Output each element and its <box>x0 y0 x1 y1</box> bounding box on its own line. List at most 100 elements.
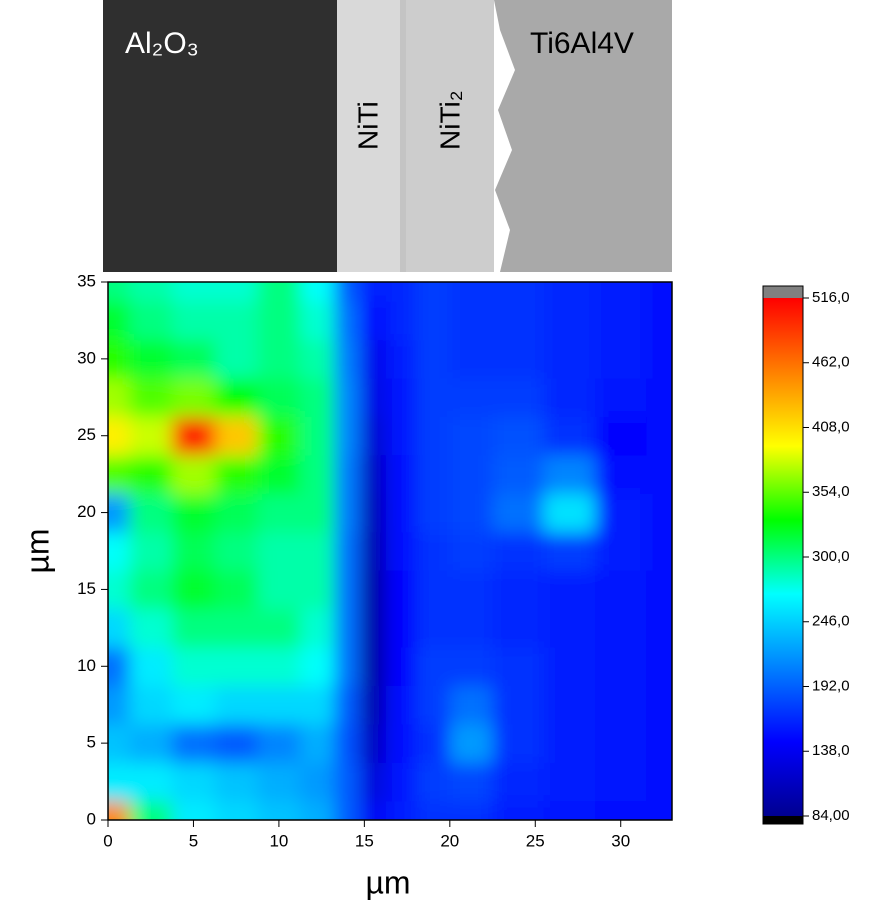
contour-cell <box>385 647 417 686</box>
contour-cell <box>257 454 301 494</box>
contour-cell <box>646 608 672 648</box>
contour-cell <box>543 608 596 648</box>
colorbar-under <box>763 816 803 824</box>
contour-cell <box>543 685 596 725</box>
contour-cell <box>492 378 545 417</box>
contour-cell <box>334 800 361 820</box>
contour-cell <box>360 800 387 820</box>
contour-cell <box>415 723 451 763</box>
contour-cell <box>360 416 387 456</box>
colorbar-tick-label: 516,0 <box>812 289 850 306</box>
contour-cell <box>214 339 259 379</box>
contour-cell <box>595 762 647 802</box>
contour-cell <box>334 282 361 302</box>
contour-cell <box>257 647 301 686</box>
contour-cell <box>214 378 259 417</box>
contour-cell <box>334 531 361 571</box>
contour-cell <box>543 570 596 610</box>
contour-cell <box>415 493 451 533</box>
colorbar-tick-label: 84,00 <box>812 807 850 824</box>
contour-cell <box>214 800 259 820</box>
contour-cell <box>334 378 361 417</box>
contour-cell <box>449 762 494 802</box>
contour-cell <box>214 762 259 802</box>
contour-cell <box>300 416 335 456</box>
contour-cell <box>385 454 417 494</box>
contour-cell <box>543 339 596 379</box>
contour-cell <box>492 762 545 802</box>
contour-cell <box>129 647 173 686</box>
contour-cell <box>543 301 596 341</box>
contour-cell <box>646 685 672 725</box>
contour-cell <box>646 531 672 571</box>
contour-cell <box>172 570 216 610</box>
contour-cell <box>257 531 301 571</box>
contour-cell <box>108 608 130 648</box>
x-tick-label: 25 <box>526 831 545 850</box>
contour-cell <box>492 608 545 648</box>
contour-cell <box>334 454 361 494</box>
x-tick-label: 5 <box>189 831 198 850</box>
x-tick-label: 10 <box>269 831 288 850</box>
colorbar-tick-label: 462,0 <box>812 354 850 371</box>
contour-cell <box>595 339 647 379</box>
x-tick-label: 0 <box>103 831 112 850</box>
contour-cell <box>492 647 545 686</box>
contour-cell <box>108 454 130 494</box>
contour-cell <box>449 339 494 379</box>
y-tick-label: 25 <box>77 425 96 444</box>
contour-cell <box>214 301 259 341</box>
contour-cell <box>334 723 361 763</box>
contour-cell <box>129 454 173 494</box>
x-tick-label: 30 <box>611 831 630 850</box>
contour-cell <box>300 800 335 820</box>
contour-cell <box>646 378 672 417</box>
contour-cell <box>492 454 545 494</box>
contour-cell <box>543 282 596 302</box>
contour-cell <box>334 493 361 533</box>
contour-cell <box>108 493 130 533</box>
contour-cell <box>385 685 417 725</box>
contour-cell <box>172 723 216 763</box>
contour-cell <box>492 282 545 302</box>
contour-cell <box>129 723 173 763</box>
contour-cell <box>172 282 216 302</box>
contour-cell <box>214 531 259 571</box>
contour-cell <box>108 282 130 302</box>
contour-cell <box>543 647 596 686</box>
contour-cell <box>595 570 647 610</box>
contour-cell <box>449 685 494 725</box>
contour-cell <box>108 647 130 686</box>
contour-cell <box>360 647 387 686</box>
contour-cell <box>646 339 672 379</box>
y-tick-label: 5 <box>87 733 96 752</box>
contour-cell <box>646 570 672 610</box>
contour-cell <box>449 378 494 417</box>
image-label: Ti6Al4V <box>530 27 634 60</box>
contour-cell <box>646 301 672 341</box>
contour-cell <box>492 339 545 379</box>
contour-cell <box>129 378 173 417</box>
contour-cell <box>415 531 451 571</box>
contour-cell <box>172 454 216 494</box>
contour-cell <box>543 378 596 417</box>
colorbar-tick-label: 192,0 <box>812 677 850 694</box>
contour-cell <box>172 416 216 456</box>
contour-cell <box>415 454 451 494</box>
contour-cell <box>300 454 335 494</box>
contour-cell <box>257 493 301 533</box>
contour-cell <box>214 723 259 763</box>
contour-cell <box>334 685 361 725</box>
contour-cell <box>300 493 335 533</box>
contour-cell <box>108 301 130 341</box>
contour-cell <box>595 378 647 417</box>
contour-field <box>108 282 672 820</box>
contour-cell <box>129 282 173 302</box>
contour-cell <box>129 685 173 725</box>
plot-frame <box>107 281 673 821</box>
contour-cell <box>449 531 494 571</box>
contour-cell <box>449 416 494 456</box>
contour-cell <box>172 493 216 533</box>
contour-cell <box>492 685 545 725</box>
